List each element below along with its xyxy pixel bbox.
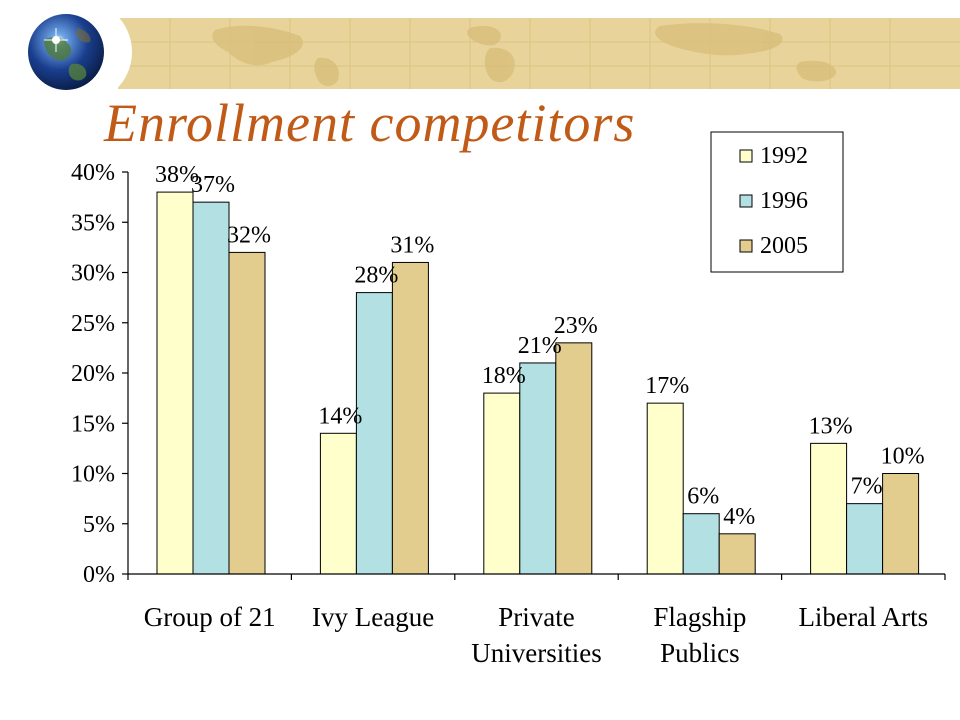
x-category-label: Universities: [471, 638, 601, 668]
bar-2005: [882, 473, 920, 575]
data-label: 38%: [155, 162, 199, 188]
banner-header: [28, 0, 960, 95]
legend-label: 2005: [760, 233, 808, 259]
x-category-label: Publics: [660, 638, 740, 668]
bar-1996: [355, 292, 393, 575]
data-label: 13%: [809, 413, 853, 439]
data-label: 14%: [318, 403, 362, 429]
x-axis: Group of 21 Ivy League Private Universities…: [127, 573, 946, 668]
bar-2005: [718, 533, 756, 575]
x-category-label: Liberal Arts: [798, 602, 928, 632]
y-tick-label: 30%: [71, 261, 115, 287]
bar-1996: [192, 201, 230, 575]
y-tick-label: 15%: [71, 411, 115, 437]
data-label: 18%: [482, 363, 526, 389]
y-tick-label: 20%: [71, 361, 115, 387]
x-category-label: Private: [498, 602, 574, 632]
bar-1992: [646, 402, 684, 575]
data-labels: 38% 14% 18% 17% 13% 37% 28% 21% 6% 7% 32% 31% 23% 4% 1…: [155, 162, 925, 530]
data-label: 32%: [227, 222, 271, 248]
bar-2005: [391, 261, 429, 575]
bar-1992: [156, 191, 194, 575]
data-label: 28%: [354, 263, 398, 289]
legend-swatch: [739, 194, 753, 208]
bar-1992: [810, 442, 848, 575]
x-category-label: Group of 21: [144, 602, 276, 632]
legend-box: [710, 131, 844, 273]
x-category-label: Ivy League: [312, 602, 434, 632]
y-tick-label: 25%: [71, 311, 115, 337]
bar-1992: [319, 432, 357, 575]
y-tick-label: 35%: [71, 210, 115, 236]
bar-1992: [483, 392, 521, 575]
y-tick-label: 5%: [83, 512, 115, 538]
legend: 1992 1996 2005: [710, 131, 844, 273]
data-label: 23%: [554, 313, 598, 339]
data-label: 17%: [645, 373, 689, 399]
y-tick-label: 40%: [71, 160, 115, 186]
slide-title: Enrollment competitors: [104, 93, 636, 153]
bar-1996: [846, 503, 884, 575]
bar-2005: [228, 251, 266, 575]
x-category-label: Flagship: [653, 602, 746, 632]
y-tick-label: 0%: [83, 562, 115, 588]
data-label: 31%: [390, 232, 434, 258]
legend-label: 1992: [760, 143, 808, 169]
data-label: 21%: [518, 333, 562, 359]
bar-1996: [682, 513, 720, 575]
data-label: 7%: [851, 474, 883, 500]
map-continents: [212, 23, 837, 86]
y-tick-label: 10%: [71, 462, 115, 488]
y-axis: 0% 5% 10% 15% 20% 25% 30% 35% 40%: [71, 160, 129, 588]
bars: [156, 191, 920, 575]
legend-swatch: [739, 149, 753, 163]
globe-icon: [28, 14, 104, 90]
legend-swatch: [739, 239, 753, 253]
data-label: 37%: [191, 172, 235, 198]
data-label: 6%: [687, 484, 719, 510]
data-label: 4%: [723, 504, 755, 530]
data-label: 10%: [881, 444, 925, 470]
bar-2005: [555, 342, 593, 575]
bar-1996: [519, 362, 557, 575]
legend-label: 1996: [760, 188, 808, 214]
